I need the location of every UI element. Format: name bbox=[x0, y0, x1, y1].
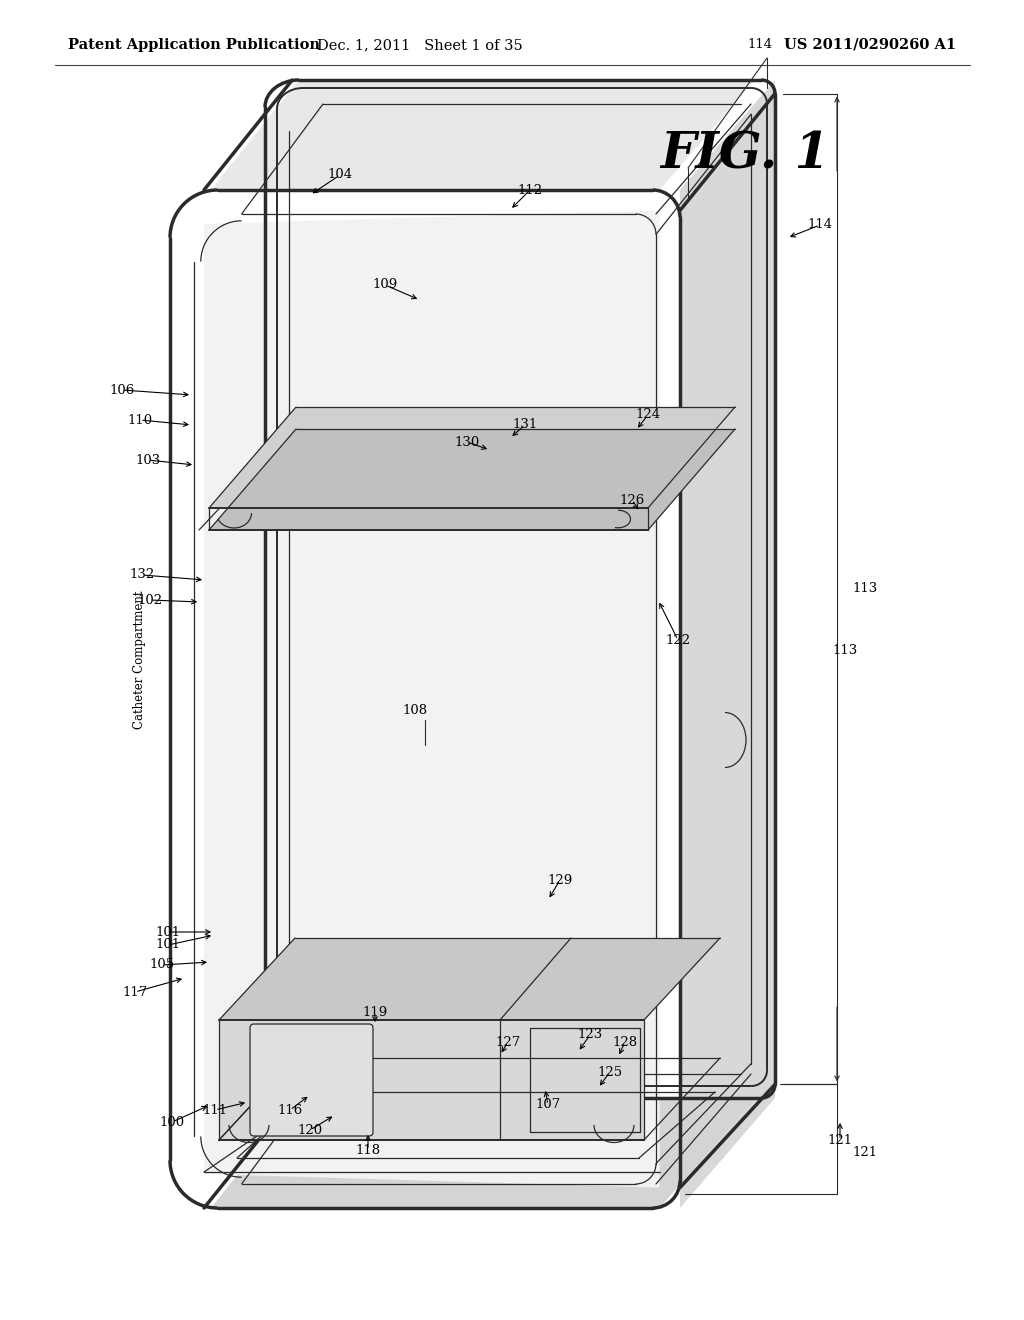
Text: 103: 103 bbox=[135, 454, 161, 466]
Polygon shape bbox=[209, 407, 735, 508]
Text: 102: 102 bbox=[137, 594, 163, 606]
Text: 101: 101 bbox=[156, 925, 180, 939]
Text: US 2011/0290260 A1: US 2011/0290260 A1 bbox=[784, 38, 956, 51]
Polygon shape bbox=[680, 81, 775, 1208]
Text: 127: 127 bbox=[496, 1035, 520, 1048]
Text: 111: 111 bbox=[203, 1104, 227, 1117]
Text: 128: 128 bbox=[612, 1035, 638, 1048]
Text: 121: 121 bbox=[852, 1147, 878, 1159]
Text: 122: 122 bbox=[666, 634, 690, 647]
Text: 100: 100 bbox=[160, 1115, 184, 1129]
Text: 106: 106 bbox=[110, 384, 134, 396]
Polygon shape bbox=[204, 210, 659, 1188]
Text: 129: 129 bbox=[548, 874, 572, 887]
Text: 113: 113 bbox=[852, 582, 878, 595]
FancyBboxPatch shape bbox=[250, 1024, 373, 1137]
Text: 131: 131 bbox=[512, 418, 538, 432]
Text: 101: 101 bbox=[156, 939, 180, 952]
Text: 123: 123 bbox=[578, 1028, 603, 1041]
Polygon shape bbox=[219, 939, 720, 1020]
Text: 109: 109 bbox=[373, 279, 397, 292]
Text: 116: 116 bbox=[278, 1104, 303, 1117]
Text: 132: 132 bbox=[129, 569, 155, 582]
Text: 112: 112 bbox=[517, 183, 543, 197]
Text: 125: 125 bbox=[597, 1065, 623, 1078]
Text: 114: 114 bbox=[748, 38, 772, 51]
Text: 118: 118 bbox=[355, 1143, 381, 1156]
Text: 124: 124 bbox=[636, 408, 660, 421]
Text: 130: 130 bbox=[455, 436, 479, 449]
Polygon shape bbox=[211, 81, 755, 190]
Polygon shape bbox=[209, 429, 735, 531]
Polygon shape bbox=[219, 1020, 644, 1140]
Text: 119: 119 bbox=[362, 1006, 388, 1019]
Text: 104: 104 bbox=[328, 169, 352, 181]
Text: FIG. 1: FIG. 1 bbox=[660, 131, 829, 180]
Text: Patent Application Publication: Patent Application Publication bbox=[68, 38, 319, 51]
Text: 117: 117 bbox=[123, 986, 147, 998]
Text: 114: 114 bbox=[808, 219, 833, 231]
Text: 126: 126 bbox=[620, 494, 645, 507]
Text: Catheter Compartment: Catheter Compartment bbox=[133, 591, 146, 729]
Text: 113: 113 bbox=[833, 644, 858, 656]
Text: 105: 105 bbox=[150, 958, 174, 972]
Text: 107: 107 bbox=[536, 1098, 560, 1111]
Text: 120: 120 bbox=[297, 1123, 323, 1137]
Polygon shape bbox=[211, 1098, 755, 1208]
Text: 108: 108 bbox=[402, 704, 428, 717]
Text: 110: 110 bbox=[127, 413, 153, 426]
Text: 121: 121 bbox=[827, 1134, 853, 1147]
Text: Dec. 1, 2011   Sheet 1 of 35: Dec. 1, 2011 Sheet 1 of 35 bbox=[317, 38, 523, 51]
